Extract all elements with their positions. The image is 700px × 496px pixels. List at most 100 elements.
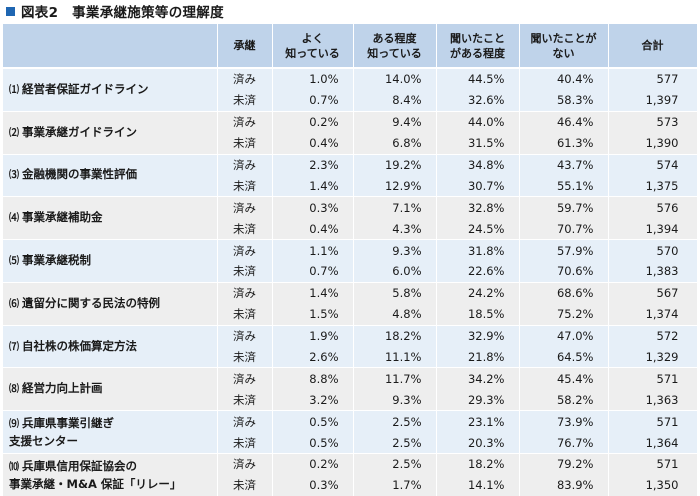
item-label: ⑹ 遺留分に関する民法の特例 [3,281,218,326]
status-cell: 済み [217,110,273,133]
know-well-cell: 1.0% [272,67,354,90]
table-row: 未済 0.7% 8.4% 32.6% 58.3% 1,397 [3,89,698,112]
status-cell: 未済 [217,175,273,197]
never-heard-cell: 70.6% [519,261,609,283]
item-text: 経営者保証ガイドライン [22,81,149,96]
never-heard-cell: 43.7% [519,153,609,176]
never-heard-cell: 73.9% [519,410,609,433]
never-heard-cell: 68.6% [519,281,609,304]
know-well-cell: 0.4% [272,218,354,240]
never-heard-cell: 45.4% [519,367,609,390]
know-well-cell: 2.3% [272,153,354,176]
never-heard-cell: 58.2% [519,389,609,411]
header-know-well: よく 知っている [272,24,354,69]
status-cell: 未済 [217,132,273,155]
never-heard-cell: 79.2% [519,453,609,475]
total-cell: 1,397 [608,89,698,112]
table-row: ⑴ 経営者保証ガイドライン 済み 1.0% 14.0% 44.5% 40.4% 577 [3,67,698,112]
know-well-cell: 0.7% [272,261,354,283]
header-row: 承継 よく 知っている ある程度 知っている 聞いたこと がある程度 聞いたこと… [3,24,698,69]
know-well-cell: 2.6% [272,346,354,368]
know-somewhat-cell: 11.1% [353,346,437,368]
heard-of-cell: 32.9% [436,324,520,347]
know-well-cell: 0.5% [272,410,354,433]
know-well-cell: 0.7% [272,89,354,112]
total-cell: 572 [608,324,698,347]
status-cell: 済み [217,239,273,262]
total-cell: 1,375 [608,175,698,197]
never-heard-cell: 61.3% [519,132,609,155]
total-cell: 1,383 [608,261,698,283]
item-text: 事業承継補助金 [22,210,103,225]
table-row: ⑷ 事業承継補助金 済み 0.3% 7.1% 32.8% 59.7% 576 [3,196,698,240]
never-heard-cell: 55.1% [519,175,609,197]
know-somewhat-cell: 1.7% [353,474,437,496]
total-cell: 570 [608,239,698,262]
never-heard-cell: 83.9% [519,474,609,496]
item-index: ⑻ [9,384,19,396]
know-somewhat-cell: 4.8% [353,303,437,326]
header-item [3,24,218,69]
item-text: 兵庫県信用保証協会の 事業承継・M&A 保証「リレー」 [9,458,182,491]
heard-of-cell: 44.5% [436,67,520,90]
item-label: ⑼ 兵庫県事業引継ぎ 支援センター [3,410,218,454]
never-heard-cell: 70.7% [519,218,609,240]
total-cell: 571 [608,453,698,475]
status-cell: 済み [217,67,273,90]
heard-of-cell: 31.5% [436,132,520,155]
square-bullet-icon [6,6,15,16]
item-label: ⑴ 経営者保証ガイドライン [3,67,218,112]
table-row: ⑺ 自社株の株価算定方法 済み 1.9% 18.2% 32.9% 47.0% 572 [3,324,698,368]
table-row: ⑶ 金融機関の事業性評価 済み 2.3% 19.2% 34.8% 43.7% 574 [3,153,698,197]
status-cell: 未済 [217,432,273,454]
item-label: ⑻ 経営力向上計画 [3,367,218,411]
item-index: ⑼ [9,419,19,431]
know-well-cell: 0.4% [272,132,354,155]
item-text: 経営力向上計画 [22,381,103,396]
item-text: 事業承継税制 [22,253,91,268]
item-text: 金融機関の事業性評価 [22,167,137,182]
heard-of-cell: 34.2% [436,367,520,390]
item-index: ⑽ [9,461,19,473]
know-well-cell: 1.5% [272,303,354,326]
know-well-cell: 3.2% [272,389,354,411]
status-cell: 済み [217,453,273,475]
table-row: 未済 1.4% 12.9% 30.7% 55.1% 1,375 [3,175,698,197]
heard-of-cell: 31.8% [436,239,520,262]
total-cell: 1,363 [608,389,698,411]
status-cell: 未済 [217,389,273,411]
know-somewhat-cell: 2.5% [353,410,437,433]
total-cell: 571 [608,367,698,390]
heard-of-cell: 18.2% [436,453,520,475]
know-well-cell: 1.4% [272,175,354,197]
table-row: ⑹ 遺留分に関する民法の特例 済み 1.4% 5.8% 24.2% 68.6% 567 [3,281,698,326]
know-somewhat-cell: 14.0% [353,67,437,90]
item-text: 兵庫県事業引継ぎ 支援センター [9,416,114,449]
know-somewhat-cell: 6.0% [353,261,437,283]
table-row: ⑻ 経営力向上計画 済み 8.8% 11.7% 34.2% 45.4% 571 [3,367,698,411]
table-row: 未済 0.4% 6.8% 31.5% 61.3% 1,390 [3,132,698,155]
heard-of-cell: 23.1% [436,410,520,433]
figure-title: 図表2 事業承継施策等の理解度 [6,2,224,21]
header-total: 合計 [608,24,698,69]
table-row: ⑸ 事業承継税制 済み 1.1% 9.3% 31.8% 57.9% 570 [3,239,698,283]
never-heard-cell: 57.9% [519,239,609,262]
heard-of-cell: 34.8% [436,153,520,176]
status-cell: 済み [217,196,273,219]
status-cell: 未済 [217,346,273,368]
item-label: ⑶ 金融機関の事業性評価 [3,153,218,197]
table-row: 未済 0.5% 2.5% 20.3% 76.7% 1,364 [3,432,698,454]
status-cell: 未済 [217,261,273,283]
never-heard-cell: 76.7% [519,432,609,454]
know-somewhat-cell: 7.1% [353,196,437,219]
item-index: ⑷ [9,213,19,225]
item-index: ⑶ [9,170,19,182]
total-cell: 571 [608,410,698,433]
understanding-table: 承継 よく 知っている ある程度 知っている 聞いたこと がある程度 聞いたこと… [3,24,698,496]
total-cell: 1,390 [608,132,698,155]
know-somewhat-cell: 6.8% [353,132,437,155]
total-cell: 1,329 [608,346,698,368]
heard-of-cell: 20.3% [436,432,520,454]
status-cell: 未済 [217,474,273,496]
total-cell: 1,394 [608,218,698,240]
